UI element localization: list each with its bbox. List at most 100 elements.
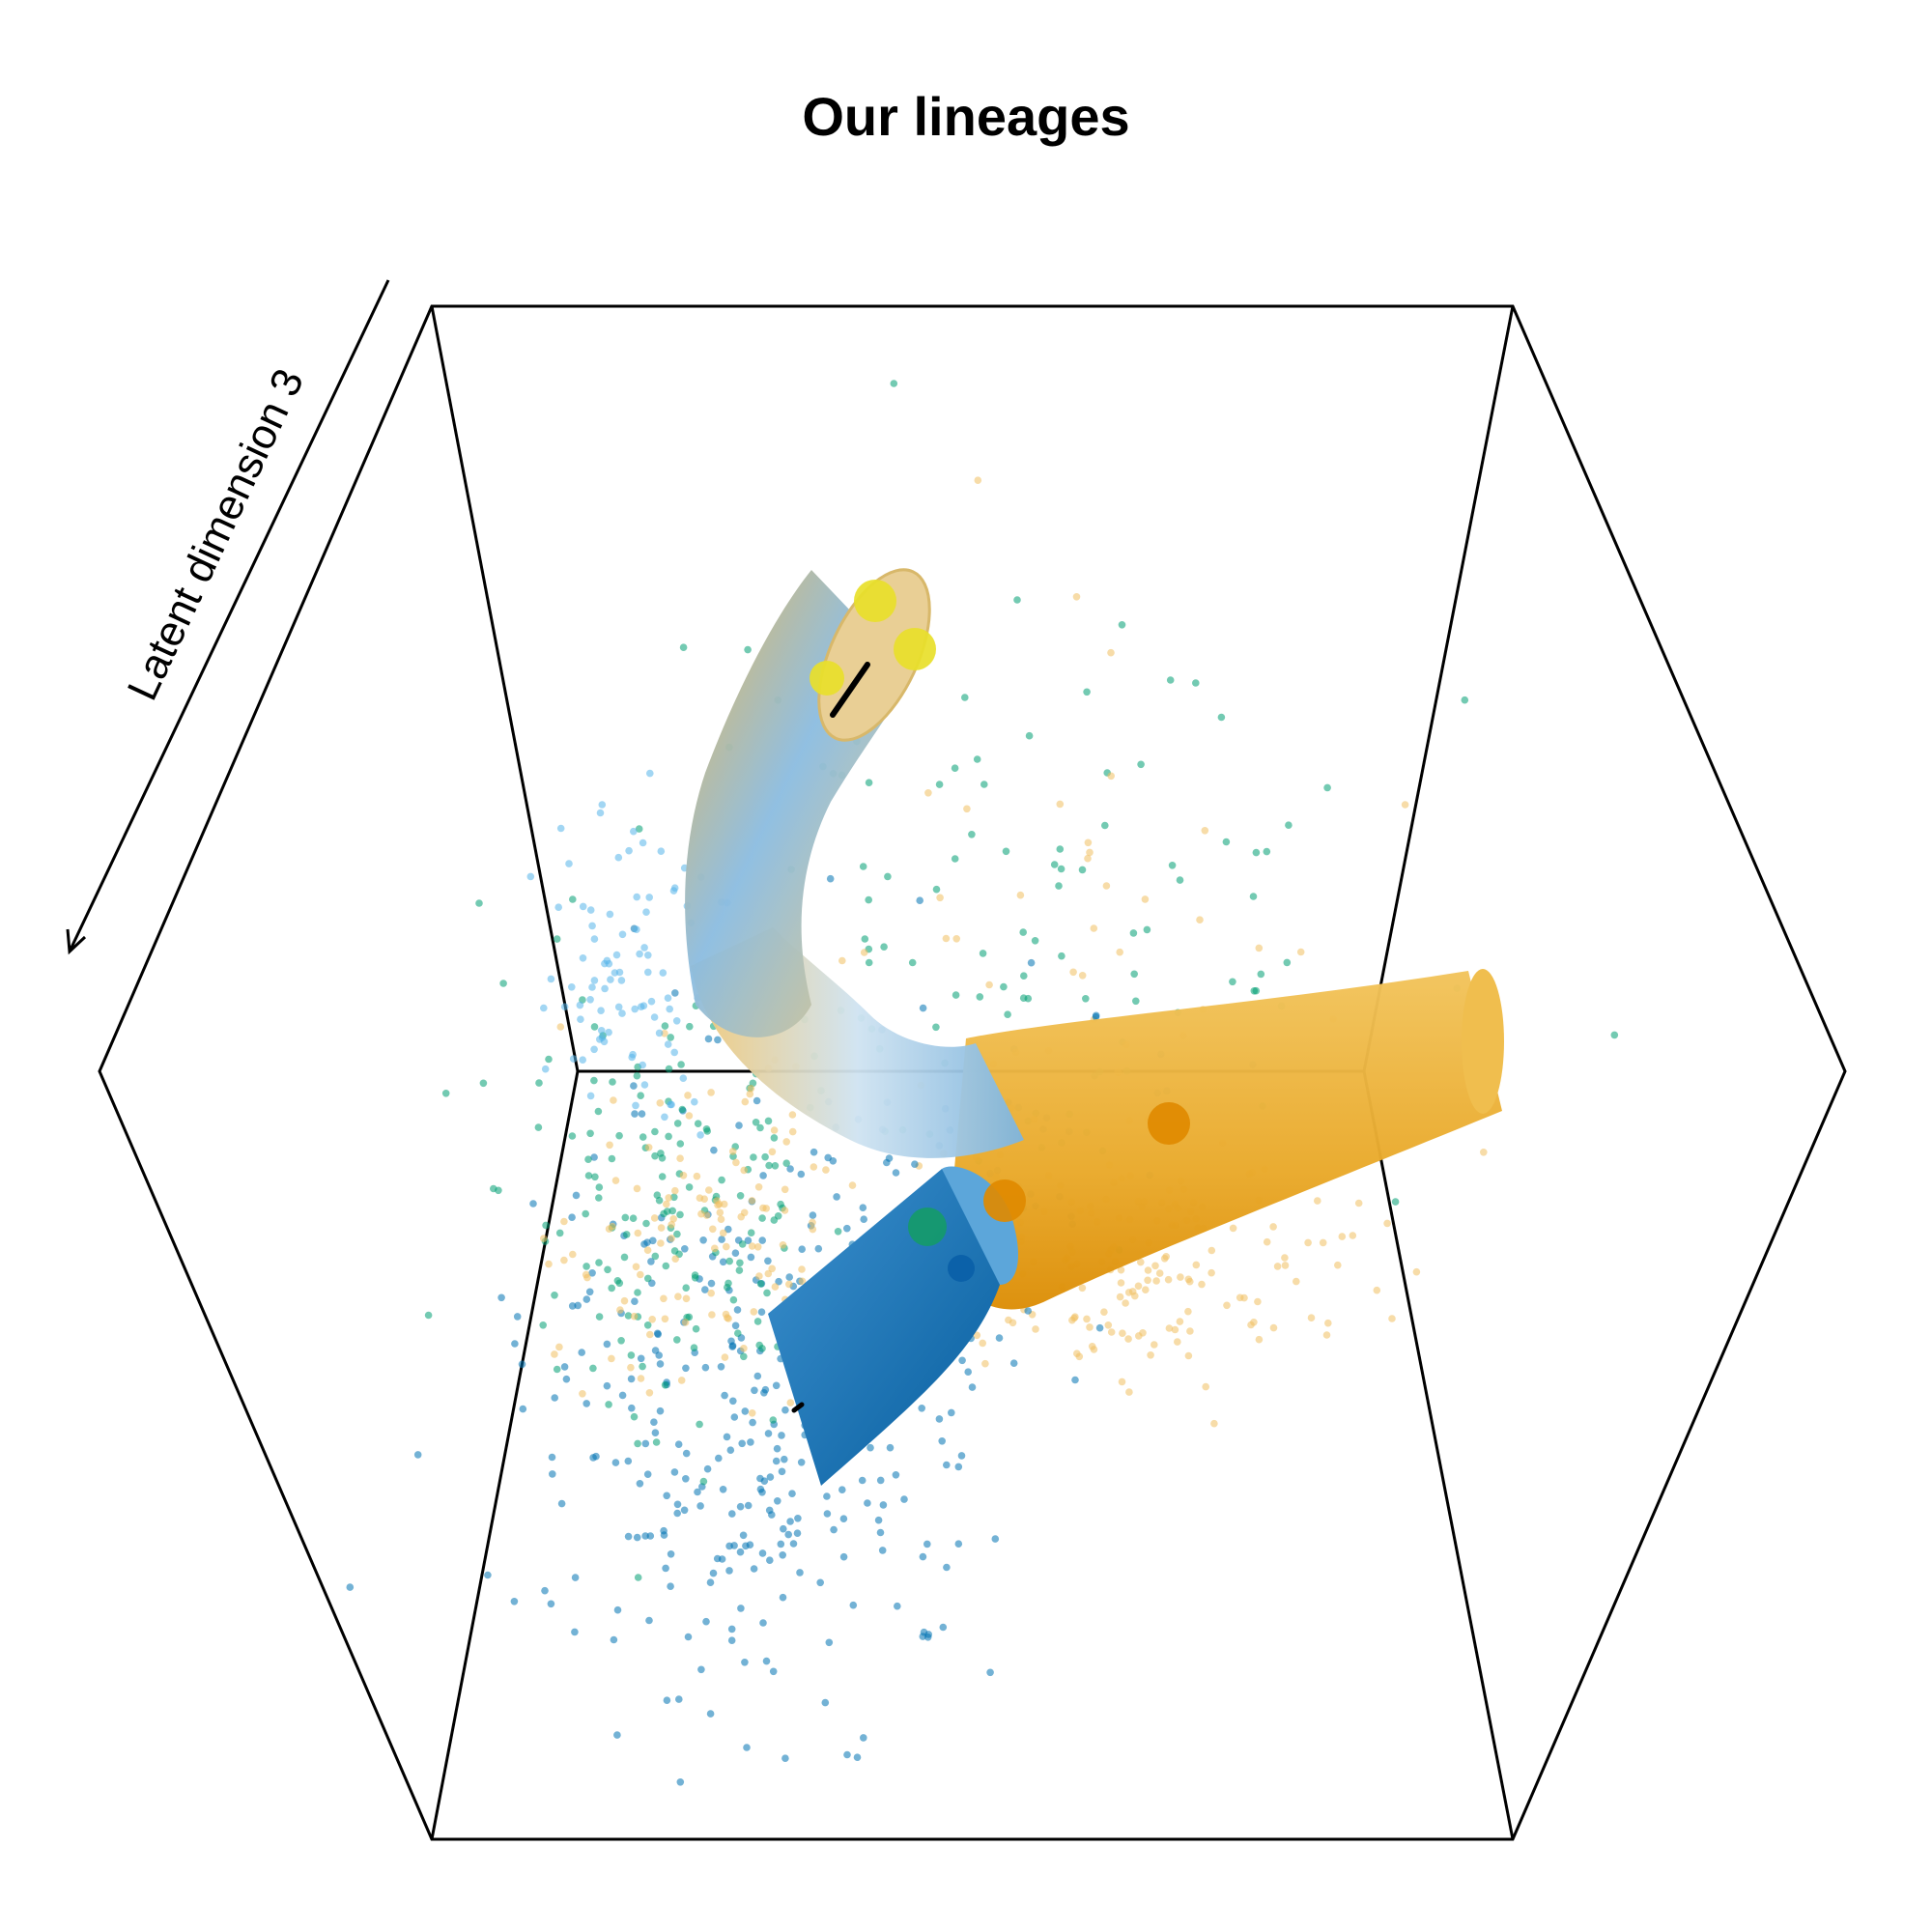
- cell-point: [644, 1470, 652, 1478]
- cell-point: [849, 1181, 857, 1189]
- cell-point: [723, 1243, 730, 1251]
- cell-point: [497, 1294, 505, 1302]
- cell-point: [1058, 952, 1065, 960]
- cell-point: [1281, 1254, 1289, 1262]
- cell-point: [758, 1308, 766, 1316]
- cell-point: [695, 1120, 702, 1127]
- cell-point: [616, 1280, 624, 1288]
- cell-point: [539, 1321, 547, 1329]
- cell-point: [584, 1155, 592, 1163]
- cell-point: [573, 1192, 581, 1200]
- cell-point: [786, 1518, 794, 1525]
- cell-point: [755, 1342, 763, 1350]
- cell-point: [683, 1295, 691, 1303]
- cell-point: [781, 1456, 788, 1463]
- cell-point: [968, 831, 976, 838]
- cell-point: [683, 1450, 691, 1458]
- cell-point: [609, 1078, 616, 1086]
- cell-point: [725, 1258, 733, 1265]
- cell-point: [558, 1500, 566, 1508]
- cell-point: [920, 1005, 927, 1012]
- cell-point: [670, 1049, 678, 1057]
- cell-point: [838, 957, 846, 965]
- cell-point: [785, 1273, 793, 1281]
- cell-point: [648, 1316, 656, 1323]
- cell-point: [580, 954, 587, 962]
- cell-point: [595, 1194, 603, 1202]
- cell-point: [877, 1529, 885, 1537]
- cell-point: [737, 1548, 745, 1556]
- cell-point: [759, 1549, 767, 1557]
- cell-point: [1000, 983, 1008, 991]
- cell-point: [480, 1080, 488, 1088]
- cell-point: [1017, 892, 1025, 899]
- cell-point: [692, 1271, 699, 1279]
- cell-point: [601, 985, 609, 993]
- cell-point: [728, 1636, 736, 1644]
- cell-point: [670, 887, 678, 895]
- cell-point: [765, 1118, 773, 1125]
- cell-point: [682, 1475, 690, 1483]
- cell-point: [665, 1040, 672, 1048]
- cell-point: [628, 1405, 636, 1412]
- cell-point: [1339, 1233, 1347, 1240]
- cell-point: [736, 1266, 744, 1274]
- cell-point: [671, 1187, 679, 1195]
- cell-point: [736, 1260, 744, 1267]
- cell-point: [751, 1387, 758, 1395]
- lineage-node: [810, 661, 844, 696]
- cell-point: [560, 1257, 568, 1264]
- lineage-tube-orange-end: [1462, 969, 1504, 1114]
- cell-point: [738, 1440, 746, 1448]
- cell-point: [740, 1532, 748, 1540]
- cell-point: [1137, 761, 1145, 769]
- cell-point: [730, 1296, 738, 1304]
- cell-point: [1142, 895, 1150, 903]
- cell-point: [1218, 714, 1226, 722]
- cell-point: [789, 1111, 797, 1119]
- cell-point: [822, 1699, 830, 1707]
- cell-point: [648, 998, 656, 1006]
- cell-point: [511, 1340, 519, 1348]
- cell-point: [958, 1452, 966, 1460]
- cell-point: [864, 1499, 871, 1507]
- cell-point: [535, 1123, 543, 1131]
- cell-point: [592, 1453, 600, 1461]
- cell-point: [540, 1235, 548, 1242]
- cell-point: [598, 1027, 606, 1035]
- cell-point: [840, 1553, 848, 1561]
- cell-point: [601, 960, 609, 968]
- cell-point: [616, 1306, 624, 1314]
- cell-point: [1210, 1420, 1218, 1428]
- cell-point: [1258, 971, 1265, 979]
- cell-point: [548, 976, 555, 983]
- cell-point: [772, 1283, 780, 1291]
- cell-point: [644, 952, 652, 959]
- cell-point: [1480, 1149, 1488, 1156]
- cell-point: [763, 1658, 771, 1665]
- cell-point: [1107, 649, 1115, 657]
- cell-point: [605, 1029, 612, 1037]
- cell-point: [707, 1290, 715, 1297]
- cell-point: [685, 1634, 693, 1641]
- cell-point: [1107, 773, 1115, 781]
- cell-point: [860, 1215, 867, 1223]
- cell-point: [986, 1669, 994, 1677]
- cell-point: [718, 1363, 725, 1371]
- cell-point: [1028, 959, 1036, 967]
- cell-point: [936, 895, 944, 902]
- cell-point: [586, 1130, 594, 1138]
- cell-point: [768, 1265, 776, 1273]
- cell-point: [1118, 1279, 1125, 1287]
- cell-point: [633, 1264, 640, 1271]
- cell-point: [604, 1341, 611, 1349]
- cell-point: [707, 1578, 715, 1586]
- cell-point: [810, 1211, 817, 1219]
- cell-point: [557, 1023, 565, 1031]
- cell-point: [646, 770, 654, 778]
- cell-point: [595, 1259, 603, 1266]
- cell-point: [678, 1377, 686, 1384]
- cell-point: [641, 1081, 649, 1089]
- cell-point: [933, 886, 941, 894]
- cell-point: [875, 1517, 883, 1524]
